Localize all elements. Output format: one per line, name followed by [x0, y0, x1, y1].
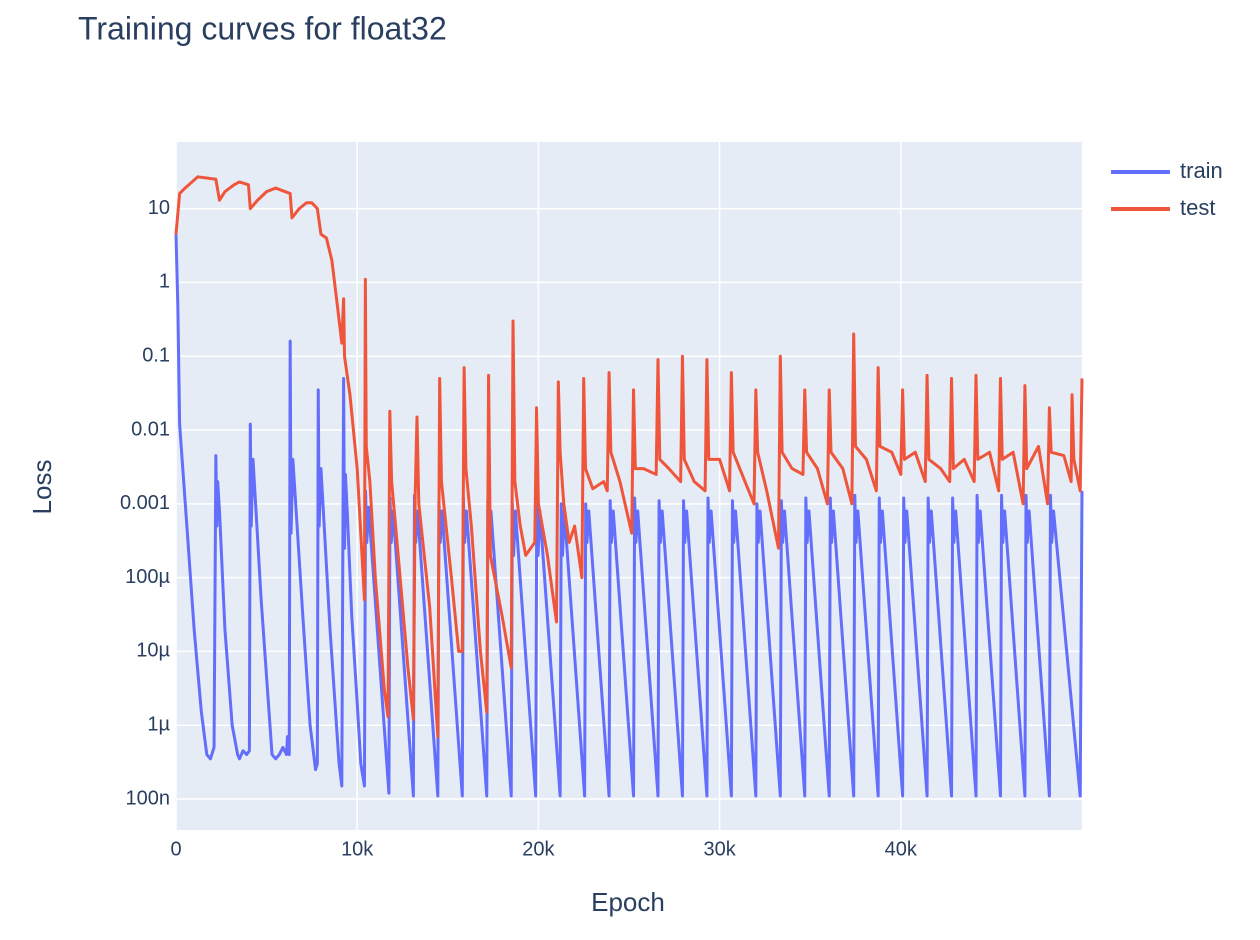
y-tick-label: 10	[148, 197, 170, 219]
x-tick-label: 20k	[522, 838, 555, 860]
chart-title: Training curves for float32	[78, 10, 447, 46]
x-tick-label: 10k	[341, 838, 374, 860]
y-tick-label: 100n	[126, 787, 171, 809]
y-tick-label: 1µ	[147, 713, 170, 735]
series-line	[174, 175, 1084, 739]
y-axis-title: Loss	[27, 460, 57, 515]
y-tick-label: 1	[159, 271, 170, 293]
x-tick-label: 30k	[703, 838, 736, 860]
series-line	[174, 234, 1084, 798]
x-tick-label: 0	[170, 838, 181, 860]
y-tick-label: 0.1	[142, 345, 170, 367]
y-tick-label: 100µ	[125, 566, 170, 588]
x-tick-label: 40k	[885, 838, 918, 860]
y-tick-label: 0.01	[131, 418, 170, 440]
x-axis-title: Epoch	[591, 887, 665, 917]
y-tick-label: 10µ	[136, 640, 170, 662]
y-tick-label: 0.001	[120, 492, 170, 514]
legend-label: train	[1180, 158, 1223, 183]
legend-label: test	[1180, 195, 1215, 220]
